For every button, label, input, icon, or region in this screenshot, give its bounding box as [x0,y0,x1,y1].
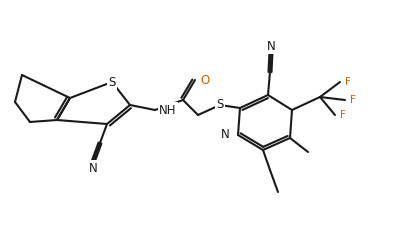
Text: F: F [340,110,346,120]
Text: F: F [350,95,356,105]
Text: NH: NH [159,104,177,117]
Text: F: F [345,77,351,87]
Text: O: O [200,74,209,86]
Text: S: S [108,76,116,88]
Text: S: S [216,98,224,112]
Text: N: N [89,162,97,174]
Text: N: N [221,128,230,141]
Text: N: N [267,40,275,52]
